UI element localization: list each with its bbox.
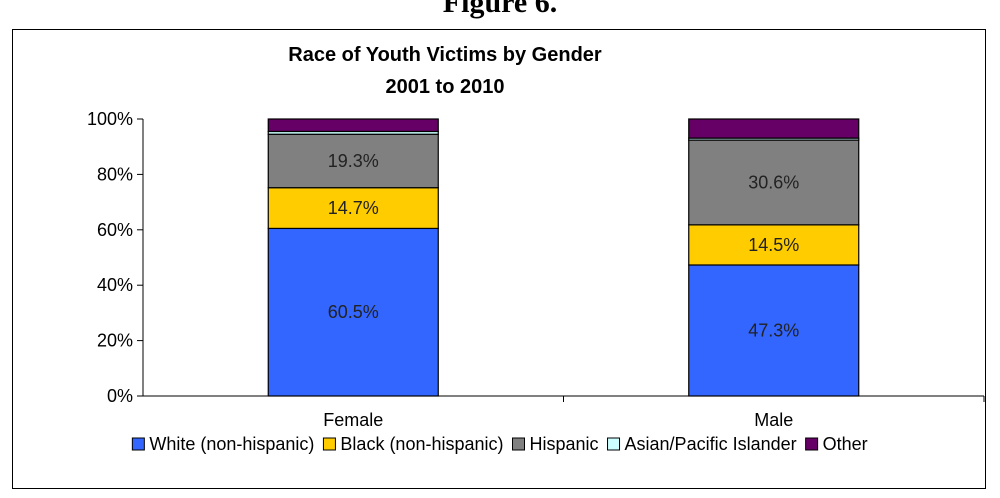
legend-label: Black (non-hispanic) [340,434,503,454]
legend-item: Hispanic [512,434,599,454]
data-label: 14.7% [328,198,379,218]
chart-title: Race of Youth Victims by Gender [288,44,602,66]
data-label: 60.5% [328,302,379,322]
data-label: 47.3% [748,320,799,340]
legend-swatch [805,437,819,451]
legend-item: White (non-hispanic) [131,434,314,454]
bar-segment [267,133,439,189]
plot-area: 0% 20% 40% 60% 80% 100% 60.5% 14.7% 19.3% Female 4… [87,109,985,430]
legend-swatch [607,437,621,451]
legend-label: Hispanic [530,434,599,454]
bar-segment [688,139,860,226]
chart-subtitle: 2001 to 2010 [386,76,505,98]
x-tick-label: Female [323,410,383,430]
bar-segment [688,224,860,266]
y-tick-label: 60% [97,220,133,240]
data-label: 19.3% [328,151,379,171]
stacked-bar-chart: Race of Youth Victims by Gender 2001 to … [87,44,985,454]
y-tick-label: 20% [97,331,133,351]
legend-label: Other [823,434,868,454]
legend-swatch [322,437,336,451]
legend-item: Black (non-hispanic) [322,434,504,454]
legend-item: Asian/Pacific Islander [607,434,797,454]
data-label: 30.6% [748,172,799,192]
bar-segment [267,187,439,230]
figure-label: Figure 6. [442,0,558,19]
legend-label: Asian/Pacific Islander [625,434,797,454]
y-tick-label: 80% [97,164,133,184]
bar-segment [267,227,439,397]
legend-label: White (non-hispanic) [149,434,314,454]
legend-item: Other [805,434,868,454]
data-label: 14.5% [748,235,799,255]
bar-segment [688,118,860,139]
bar-segment [267,118,439,133]
legend-swatch [131,437,145,451]
bar-segment [688,264,860,397]
legend: White (non-hispanic) Black (non-hispanic)… [131,434,868,454]
y-tick-label: 100% [87,109,133,129]
chart-frame: Race of Youth Victims by Gender 2001 to … [12,29,986,489]
legend-swatch [512,437,525,451]
x-tick-label: Male [754,410,793,430]
y-tick-label: 0% [107,386,133,406]
y-tick-label: 40% [97,275,133,295]
